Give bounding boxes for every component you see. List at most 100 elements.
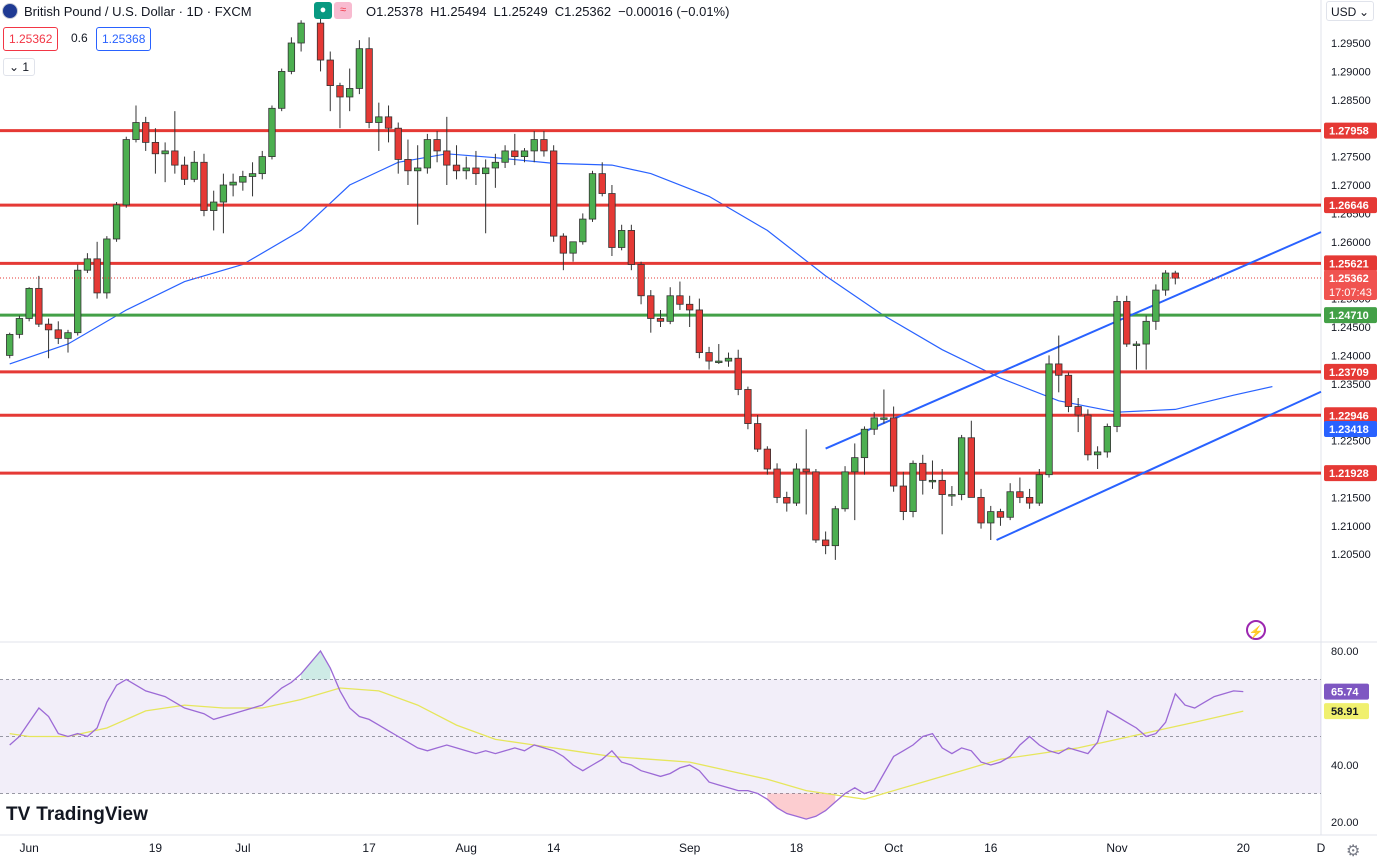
- candle-body: [384, 116, 393, 129]
- candle-body: [501, 150, 509, 163]
- candle: [1064, 372, 1073, 413]
- candle-body: [229, 181, 237, 186]
- candle: [928, 460, 937, 489]
- candle-body: [724, 357, 733, 362]
- candle-body: [734, 357, 742, 390]
- candle: [93, 241, 101, 299]
- candle: [792, 463, 801, 506]
- candle-body: [35, 287, 43, 325]
- candle: [685, 295, 694, 327]
- candle-body: [880, 417, 888, 420]
- candle: [1045, 355, 1053, 478]
- candle-body: [287, 42, 296, 72]
- gear-icon[interactable]: ⚙: [1346, 843, 1361, 860]
- candle-body: [414, 167, 422, 172]
- candle-body: [210, 201, 218, 211]
- candle: [452, 145, 461, 180]
- candle: [987, 505, 995, 540]
- candle-body: [482, 167, 490, 175]
- candle-body: [977, 496, 985, 524]
- candle: [996, 508, 1005, 526]
- candle: [482, 159, 490, 234]
- currency-label: USD: [1331, 5, 1357, 19]
- lightning-icon[interactable]: ⚡: [1246, 620, 1266, 640]
- candle-body: [93, 258, 101, 294]
- ohlc-change: −0.00016 (−0.01%): [618, 3, 730, 19]
- candle-body: [928, 479, 937, 483]
- candle: [365, 37, 373, 129]
- candle-body: [1045, 363, 1053, 476]
- candle-body: [1161, 272, 1170, 291]
- candle-body: [705, 352, 713, 362]
- candle: [171, 111, 179, 174]
- candle-body: [520, 150, 529, 157]
- candle-body: [375, 116, 383, 123]
- candle: [579, 213, 587, 245]
- level-price-label: 1.23709: [1329, 367, 1369, 379]
- candle: [103, 236, 111, 299]
- ohlc-high: H1.25494: [430, 3, 487, 19]
- candle-body: [637, 264, 645, 297]
- candle: [705, 346, 713, 370]
- candle-body: [443, 150, 451, 166]
- candle: [336, 82, 344, 129]
- candle: [1035, 469, 1043, 506]
- candle: [1103, 423, 1111, 458]
- candle-body: [346, 88, 354, 98]
- ohlc-open: O1.25378: [366, 3, 424, 19]
- candle: [783, 491, 791, 512]
- candle: [278, 68, 286, 112]
- price-tick-label: 1.23500: [1331, 379, 1371, 391]
- candle-body: [1113, 301, 1121, 427]
- rsi-tick-label: 80.00: [1331, 646, 1359, 658]
- eye-icon[interactable]: ●: [314, 2, 332, 19]
- candle-body: [685, 303, 694, 311]
- level-price-label: 1.25621: [1329, 258, 1369, 270]
- candle: [404, 139, 412, 185]
- candle-body: [1171, 272, 1179, 279]
- candle-body: [1132, 343, 1141, 346]
- tradingview-mark-icon: TV: [6, 804, 31, 825]
- level-price-label-bg: [1324, 407, 1377, 424]
- candle-body: [987, 511, 995, 524]
- symbol-title[interactable]: British Pound / U.S. Dollar · 1D · FXCM: [24, 3, 252, 19]
- buy-price-button[interactable]: 1.25368: [96, 27, 152, 51]
- candle-body: [64, 332, 72, 339]
- price-tick-label: 1.24500: [1331, 322, 1371, 334]
- candle: [44, 318, 53, 359]
- candle-body: [948, 494, 956, 497]
- candle-body: [248, 173, 257, 177]
- candle: [909, 460, 917, 518]
- candle: [112, 202, 121, 242]
- upper-trendline: [825, 231, 1322, 450]
- candle-body: [783, 496, 791, 504]
- price-tick-label: 1.29500: [1331, 38, 1371, 50]
- candle: [1113, 295, 1121, 433]
- candle: [919, 454, 927, 495]
- candle: [841, 466, 849, 512]
- currency-select[interactable]: USD ⌄: [1326, 1, 1374, 21]
- candle-body: [171, 150, 179, 166]
- candle-body: [695, 309, 704, 353]
- candle-body: [802, 468, 810, 473]
- candle: [627, 224, 636, 271]
- time-tick-label: Nov: [1106, 841, 1127, 855]
- tradingview-logo[interactable]: TV TradingView: [6, 804, 148, 826]
- collapse-legend-button[interactable]: ⌄ 1: [3, 58, 36, 76]
- time-tick-label: Oct: [884, 841, 903, 855]
- sell-price-button[interactable]: 1.25362: [3, 27, 59, 51]
- candle: [346, 68, 354, 112]
- candle: [15, 315, 24, 339]
- candle: [472, 150, 480, 185]
- price-tick-label: 1.27500: [1331, 152, 1371, 164]
- candle: [511, 133, 519, 166]
- candle-body: [1006, 491, 1014, 518]
- rsi-tick-label: 40.00: [1331, 760, 1359, 772]
- current-price-label-bg: [1324, 270, 1377, 301]
- time-tick-label: 18: [790, 841, 804, 855]
- candle: [666, 287, 674, 325]
- time-tick-label: Jul: [235, 841, 250, 855]
- candle-body: [1035, 474, 1043, 504]
- wave-icon[interactable]: ≈: [334, 2, 352, 19]
